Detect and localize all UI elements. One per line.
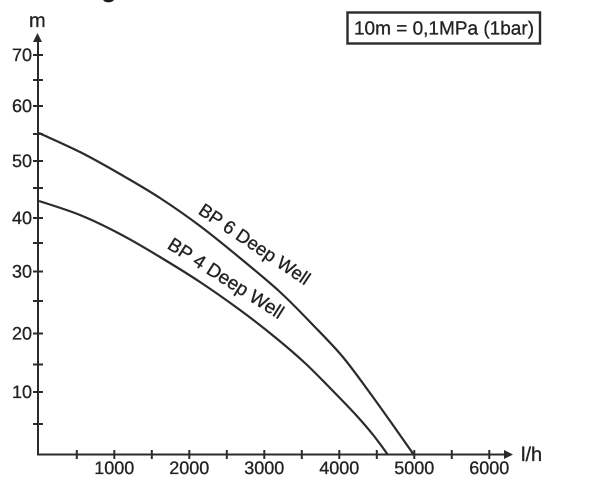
svg-text:5000: 5000 (394, 458, 434, 478)
svg-text:2000: 2000 (169, 458, 209, 478)
svg-text:l/h: l/h (521, 444, 542, 466)
svg-text:50: 50 (12, 151, 32, 171)
svg-text:20: 20 (12, 324, 32, 344)
svg-text:30: 30 (12, 262, 32, 282)
svg-text:4000: 4000 (319, 458, 359, 478)
svg-text:70: 70 (12, 45, 32, 65)
svg-text:6000: 6000 (469, 458, 509, 478)
svg-text:1000: 1000 (94, 458, 134, 478)
svg-text:40: 40 (12, 208, 32, 228)
svg-text:10: 10 (12, 382, 32, 402)
svg-text:10m = 0,1MPa (1bar): 10m = 0,1MPa (1bar) (354, 19, 534, 40)
svg-text:m: m (29, 10, 46, 32)
svg-text:3000: 3000 (244, 458, 284, 478)
svg-text:60: 60 (12, 96, 32, 116)
